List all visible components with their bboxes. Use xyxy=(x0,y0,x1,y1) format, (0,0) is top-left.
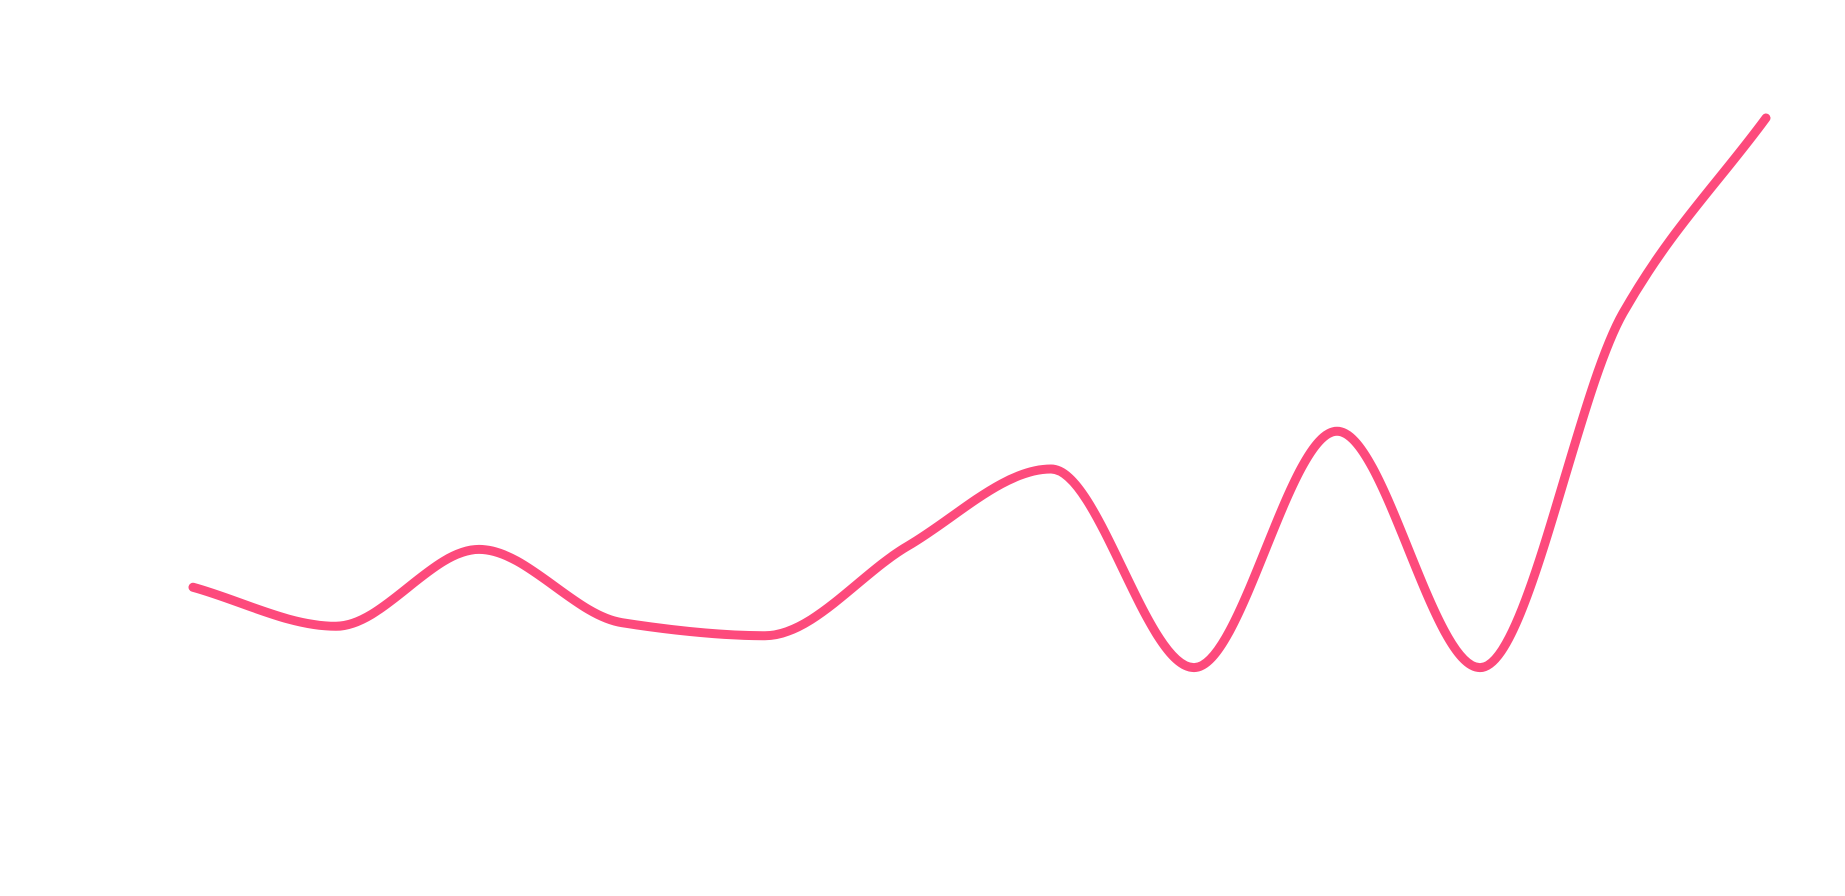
line-series xyxy=(188,113,1771,673)
